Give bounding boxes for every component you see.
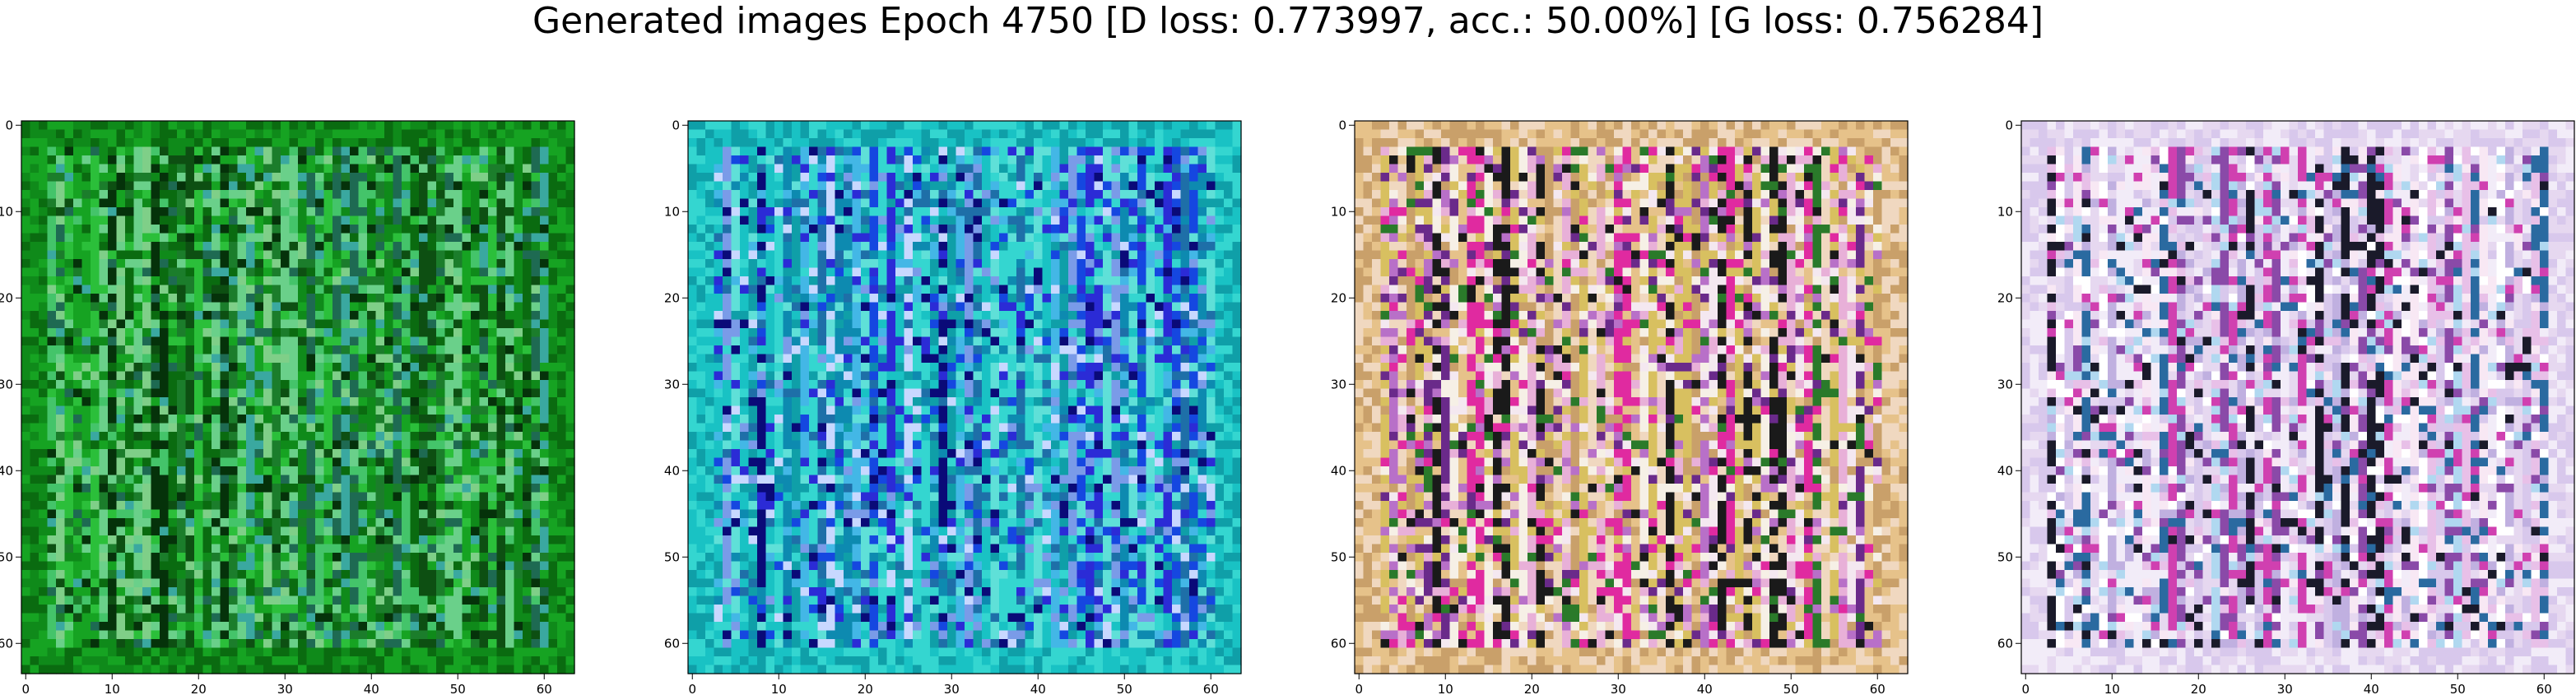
x-tick-label: 10 xyxy=(2104,682,2120,695)
y-tick-label: 20 xyxy=(1331,290,1346,305)
x-tick-label: 40 xyxy=(1697,682,1713,695)
x-tick-label: 20 xyxy=(191,682,207,695)
x-tick-label: 40 xyxy=(2364,682,2379,695)
y-tick-label: 0 xyxy=(2005,118,2013,132)
x-tick-label: 0 xyxy=(1355,682,1363,695)
x-tick-label: 60 xyxy=(1203,682,1219,695)
axes-frame xyxy=(2021,121,2574,674)
y-tick-label: 50 xyxy=(1331,549,1346,564)
axes-frame xyxy=(1355,121,1908,674)
y-tick-label: 50 xyxy=(1997,549,2013,564)
y-tick-label: 0 xyxy=(672,118,680,132)
y-tick-label: 20 xyxy=(0,290,13,305)
y-tick-label: 60 xyxy=(1997,636,2013,651)
x-tick-label: 50 xyxy=(1783,682,1799,695)
x-tick-label: 50 xyxy=(2450,682,2466,695)
generated-image-4: 0 0 10 10 20 20 30 30 40 40 50 50 60 60 xyxy=(1997,118,2575,695)
y-tick-label: 0 xyxy=(1338,118,1346,132)
x-tick-label: 20 xyxy=(1524,682,1540,695)
y-tick-label: 10 xyxy=(1331,204,1346,219)
axes-frame xyxy=(21,121,574,674)
x-tick-label: 40 xyxy=(1030,682,1046,695)
x-tick-label: 30 xyxy=(2277,682,2293,695)
y-tick-label: 20 xyxy=(1997,290,2013,305)
x-tick-label: 10 xyxy=(105,682,120,695)
x-tick-label: 10 xyxy=(771,682,787,695)
axes-frame xyxy=(688,121,1241,674)
x-tick-label: 50 xyxy=(1117,682,1132,695)
y-tick-label: 0 xyxy=(5,118,13,132)
generated-image-3: 0 0 10 10 20 20 30 30 40 40 50 50 60 60 xyxy=(1331,118,1909,695)
x-tick-label: 0 xyxy=(2021,682,2030,695)
y-tick-label: 60 xyxy=(0,636,13,651)
x-tick-label: 60 xyxy=(2536,682,2552,695)
x-tick-label: 60 xyxy=(537,682,552,695)
x-tick-label: 30 xyxy=(1611,682,1626,695)
x-tick-label: 0 xyxy=(21,682,30,695)
y-tick-label: 10 xyxy=(664,204,680,219)
x-tick-label: 0 xyxy=(688,682,696,695)
generated-image-2: 0 0 10 10 20 20 30 30 40 40 50 50 60 60 xyxy=(664,118,1242,695)
y-tick-label: 30 xyxy=(1331,377,1346,392)
x-tick-label: 20 xyxy=(2191,682,2206,695)
generated-image-1: 0 0 10 10 20 20 30 30 40 40 50 50 60 60 xyxy=(0,118,575,695)
y-tick-label: 30 xyxy=(0,377,13,392)
y-tick-label: 60 xyxy=(1331,636,1346,651)
x-tick-label: 40 xyxy=(364,682,379,695)
y-tick-label: 10 xyxy=(1997,204,2013,219)
x-tick-label: 60 xyxy=(1870,682,1886,695)
y-tick-label: 20 xyxy=(664,290,680,305)
x-tick-label: 10 xyxy=(1438,682,1453,695)
y-tick-label: 10 xyxy=(0,204,13,219)
x-tick-label: 30 xyxy=(277,682,293,695)
y-tick-label: 40 xyxy=(0,463,13,478)
y-tick-label: 30 xyxy=(664,377,680,392)
y-tick-label: 50 xyxy=(0,549,13,564)
x-tick-label: 30 xyxy=(944,682,960,695)
x-tick-label: 20 xyxy=(858,682,873,695)
y-tick-label: 30 xyxy=(1997,377,2013,392)
y-tick-label: 40 xyxy=(664,463,680,478)
y-tick-label: 40 xyxy=(1331,463,1346,478)
y-tick-label: 60 xyxy=(664,636,680,651)
y-tick-label: 50 xyxy=(664,549,680,564)
y-tick-label: 40 xyxy=(1997,463,2013,478)
figure-title: Generated images Epoch 4750 [D loss: 0.7… xyxy=(0,3,2576,39)
x-tick-label: 50 xyxy=(450,682,466,695)
